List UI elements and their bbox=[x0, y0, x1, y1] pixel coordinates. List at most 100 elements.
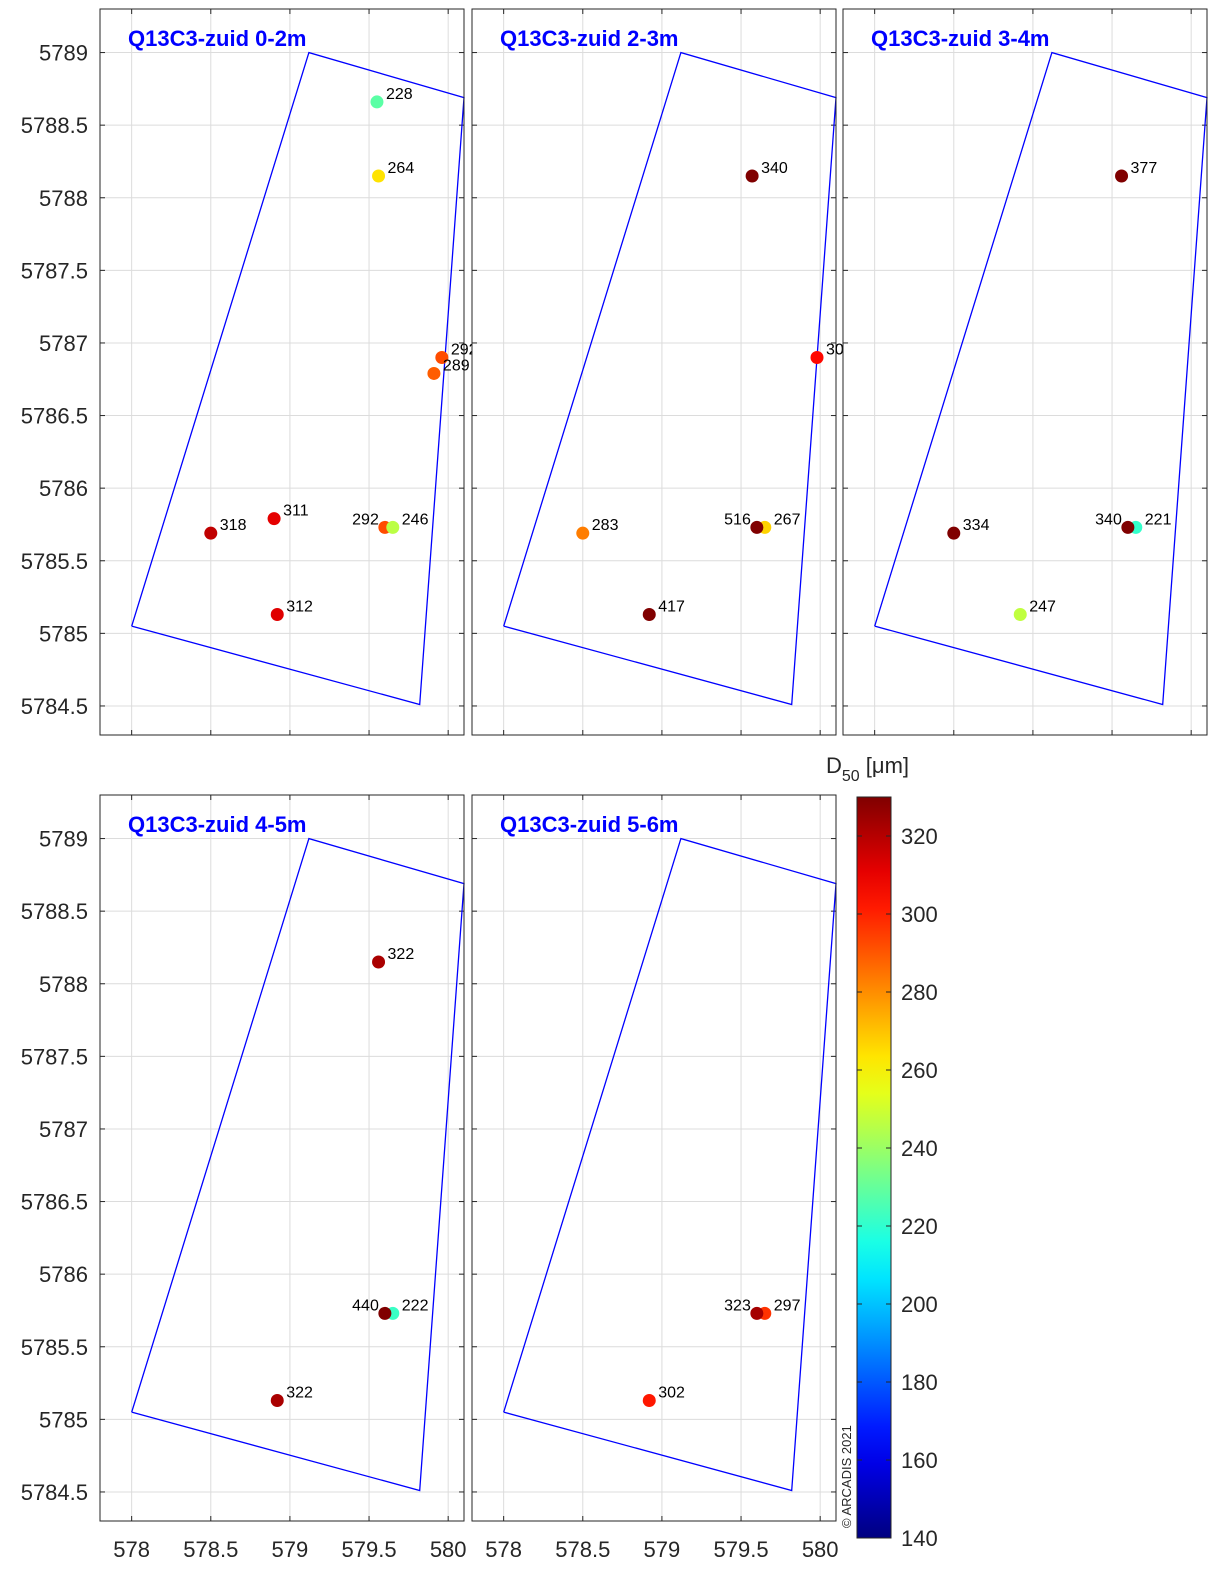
point-label: 440 bbox=[352, 1297, 379, 1314]
sample-point bbox=[270, 1393, 284, 1407]
y-tick-label: 5787 bbox=[39, 1117, 88, 1142]
panel-background bbox=[471, 794, 837, 1522]
y-tick-label: 5784.5 bbox=[21, 1480, 88, 1505]
panel-background bbox=[471, 8, 837, 736]
sample-point bbox=[576, 526, 590, 540]
y-tick-label: 5788.5 bbox=[21, 899, 88, 924]
panel-frame bbox=[471, 8, 837, 736]
point-label: 283 bbox=[592, 517, 619, 534]
sample-point bbox=[642, 1393, 656, 1407]
point-label: 246 bbox=[402, 511, 429, 528]
sample-point bbox=[1013, 607, 1027, 621]
map-panel: 297 323 302 Q13C3-zuid 5-6m 578 578.5 579 579.5… bbox=[471, 794, 839, 1562]
colorbar-tick-label: 300 bbox=[901, 902, 938, 927]
panel-frame bbox=[99, 8, 465, 736]
y-tick-label: 5788.5 bbox=[21, 113, 88, 138]
point-label: 334 bbox=[963, 517, 990, 534]
y-tick-label: 5786 bbox=[39, 1262, 88, 1287]
point-label: 302 bbox=[658, 1384, 685, 1401]
map-panel: 377 334 221 340 247 Q13C3-zuid 3-4m bbox=[842, 8, 1208, 736]
colorbar-tick-label: 260 bbox=[901, 1058, 938, 1083]
colorbar-title: D50 [μm] bbox=[826, 753, 909, 785]
copyright-notice: © ARCADIS 2021 bbox=[839, 1425, 854, 1528]
panel-background bbox=[99, 794, 465, 1522]
point-label: 318 bbox=[220, 517, 247, 534]
sample-point bbox=[642, 607, 656, 621]
point-label: 292 bbox=[352, 511, 379, 528]
colorbar-tick-label: 180 bbox=[901, 1370, 938, 1395]
sample-point bbox=[204, 526, 218, 540]
point-label: 377 bbox=[1131, 160, 1158, 177]
panel-title: Q13C3-zuid 5-6m bbox=[500, 812, 679, 837]
colorbar-tick-label: 240 bbox=[901, 1136, 938, 1161]
point-label: 417 bbox=[658, 598, 685, 615]
panel-title: Q13C3-zuid 3-4m bbox=[871, 26, 1050, 51]
point-label: 292 bbox=[451, 341, 478, 358]
sample-point bbox=[427, 366, 441, 380]
colorbar-tick-label: 320 bbox=[901, 824, 938, 849]
sample-point bbox=[270, 607, 284, 621]
y-tick-label: 5787 bbox=[39, 331, 88, 356]
panel-title: Q13C3-zuid 0-2m bbox=[128, 26, 307, 51]
point-label: 312 bbox=[286, 598, 313, 615]
point-label: 323 bbox=[724, 1297, 751, 1314]
panel-frame bbox=[842, 8, 1208, 736]
y-tick-label: 5785.5 bbox=[21, 1335, 88, 1360]
y-tick-label: 5786.5 bbox=[21, 1190, 88, 1215]
sample-point bbox=[435, 350, 449, 364]
y-tick-label: 5785 bbox=[39, 621, 88, 646]
y-tick-label: 5786.5 bbox=[21, 404, 88, 429]
x-tick-label: 579.5 bbox=[342, 1537, 397, 1562]
point-label: 247 bbox=[1029, 598, 1056, 615]
panel-title: Q13C3-zuid 4-5m bbox=[128, 812, 307, 837]
y-tick-label: 5789 bbox=[39, 41, 88, 66]
colorbar: 140 160 180 200 220 240 260 280 300 320 D50 [μm] bbox=[826, 753, 938, 1551]
colorbar-tick-label: 200 bbox=[901, 1292, 938, 1317]
panel-frame bbox=[99, 794, 465, 1522]
sample-point bbox=[372, 169, 386, 183]
colorbar-title-subscript: 50 bbox=[842, 768, 860, 785]
colorbar-tick-label: 140 bbox=[901, 1526, 938, 1551]
sample-point bbox=[810, 350, 824, 364]
x-tick-label: 578.5 bbox=[183, 1537, 238, 1562]
sample-point bbox=[386, 520, 400, 534]
y-tick-label: 5788 bbox=[39, 972, 88, 997]
colorbar-title-unit: [μm] bbox=[860, 753, 909, 778]
sample-point bbox=[745, 169, 759, 183]
point-label: 297 bbox=[774, 1297, 801, 1314]
point-label: 516 bbox=[724, 511, 751, 528]
y-tick-label: 5784.5 bbox=[21, 694, 88, 719]
point-label: 222 bbox=[402, 1297, 429, 1314]
colorbar-bar bbox=[857, 797, 891, 1538]
sample-point bbox=[1121, 520, 1135, 534]
sample-point bbox=[378, 1306, 392, 1320]
y-tick-label: 5788 bbox=[39, 186, 88, 211]
colorbar-tick-label: 280 bbox=[901, 980, 938, 1005]
sample-point bbox=[372, 955, 386, 969]
point-label: 340 bbox=[1095, 511, 1122, 528]
y-tick-label: 5789 bbox=[39, 827, 88, 852]
point-label: 267 bbox=[774, 511, 801, 528]
x-tick-label: 578.5 bbox=[555, 1537, 610, 1562]
panel-title: Q13C3-zuid 2-3m bbox=[500, 26, 679, 51]
colorbar-title-symbol: D bbox=[826, 753, 842, 778]
point-label: 228 bbox=[386, 86, 413, 103]
colorbar-tick-label: 160 bbox=[901, 1448, 938, 1473]
sample-point bbox=[267, 512, 281, 526]
y-tick-label: 5787.5 bbox=[21, 1044, 88, 1069]
sample-point bbox=[750, 1306, 764, 1320]
point-label: 340 bbox=[761, 160, 788, 177]
point-label: 322 bbox=[286, 1384, 313, 1401]
sample-point bbox=[1115, 169, 1129, 183]
y-tick-label: 5785.5 bbox=[21, 549, 88, 574]
colorbar-frame bbox=[856, 796, 892, 1539]
x-tick-label: 578 bbox=[485, 1537, 522, 1562]
point-label: 289 bbox=[443, 357, 470, 374]
x-tick-label: 579 bbox=[644, 1537, 681, 1562]
point-label: 311 bbox=[283, 503, 309, 520]
x-tick-label: 579.5 bbox=[714, 1537, 769, 1562]
x-tick-label: 580 bbox=[802, 1537, 839, 1562]
